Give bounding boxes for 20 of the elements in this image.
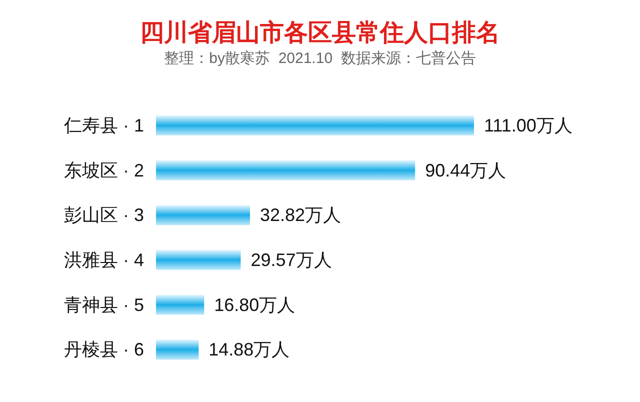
data-label: 29.57万人 xyxy=(250,250,332,270)
chart-subtitle: 整理：by散寒苏 2021.10 数据来源：七普公告 xyxy=(164,50,476,67)
bar xyxy=(156,115,474,136)
y-tick-label: 青神县 · 5 xyxy=(64,294,144,315)
bar xyxy=(156,160,416,180)
bar xyxy=(156,294,204,315)
bar xyxy=(156,250,241,270)
data-label: 90.44万人 xyxy=(425,160,506,180)
data-label: 111.00万人 xyxy=(484,115,572,136)
data-label: 16.80万人 xyxy=(214,294,296,315)
chart-title: 四川省眉山市各区县常住人口排名 xyxy=(140,20,500,46)
y-tick-label: 东坡区 · 2 xyxy=(64,160,144,180)
data-label: 32.82万人 xyxy=(260,205,342,226)
y-tick-label: 仁寿县 · 1 xyxy=(62,115,144,136)
y-tick-label: 丹棱县 · 6 xyxy=(64,340,144,360)
bar xyxy=(156,340,199,360)
data-label: 14.88万人 xyxy=(208,340,290,360)
y-tick-label: 彭山区 · 3 xyxy=(64,205,144,226)
y-tick-label: 洪雅县 · 4 xyxy=(64,250,144,270)
bar xyxy=(156,205,250,226)
